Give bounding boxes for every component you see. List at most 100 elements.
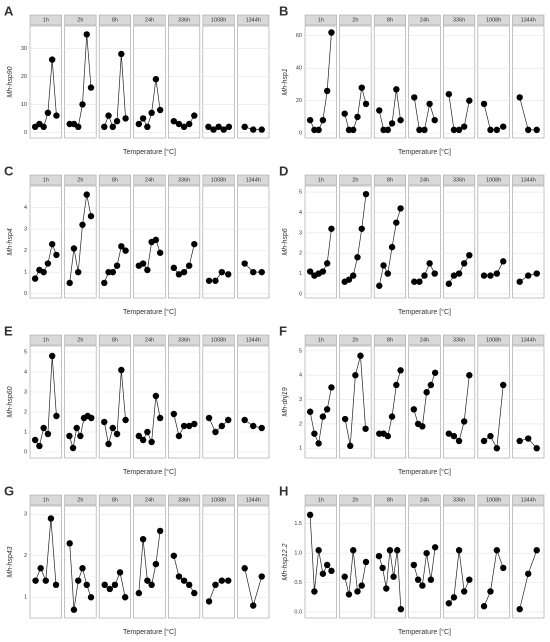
facet-label: 2h bbox=[77, 497, 83, 503]
data-point bbox=[185, 120, 193, 128]
data-point bbox=[319, 570, 327, 577]
data-point bbox=[419, 423, 426, 430]
data-point bbox=[323, 406, 331, 413]
y-tick-label: 4 bbox=[299, 373, 302, 379]
data-point bbox=[175, 120, 183, 128]
y-tick-label: 1.5 bbox=[294, 521, 302, 527]
data-point bbox=[341, 415, 349, 423]
facet-panel bbox=[98, 345, 131, 459]
data-point bbox=[426, 260, 433, 267]
data-point bbox=[241, 123, 248, 130]
data-point bbox=[421, 126, 428, 134]
y-tick-label: 3 bbox=[24, 389, 27, 395]
facet-label: 1h bbox=[318, 497, 324, 503]
data-point bbox=[66, 279, 73, 287]
data-point bbox=[525, 570, 532, 577]
data-point bbox=[250, 126, 257, 133]
data-point bbox=[362, 100, 370, 108]
y-axis-title: Mh-hsp1 bbox=[282, 68, 289, 95]
data-point bbox=[225, 271, 232, 278]
data-point bbox=[180, 422, 188, 430]
data-point bbox=[66, 540, 73, 547]
x-axis-title: Temperature [°C] bbox=[123, 628, 176, 636]
data-point bbox=[500, 381, 507, 389]
data-point bbox=[258, 126, 265, 133]
facet-strip bbox=[304, 334, 337, 346]
facet-panel bbox=[64, 345, 97, 459]
y-tick-label: 2 bbox=[24, 553, 27, 559]
data-point bbox=[52, 581, 60, 589]
data-point bbox=[139, 115, 147, 122]
facet-label: 24h bbox=[145, 337, 154, 343]
facet-strip bbox=[304, 14, 337, 26]
y-tick-label: 2 bbox=[24, 409, 27, 415]
data-point bbox=[83, 191, 90, 198]
data-point bbox=[218, 577, 226, 584]
data-point bbox=[139, 436, 147, 444]
panel: C Mh-hsp4 Temperature [°C] 0 1 2 3 4 1h 2h 8h 24h 33… bbox=[4, 163, 270, 316]
facet-strip bbox=[373, 14, 406, 26]
y-tick-label: 4 bbox=[24, 205, 27, 211]
data-point bbox=[376, 107, 383, 114]
panel-letter: H bbox=[279, 483, 288, 498]
data-point bbox=[354, 588, 361, 595]
facet-strip bbox=[443, 174, 476, 186]
data-point bbox=[205, 598, 213, 605]
data-point bbox=[180, 577, 188, 584]
data-point bbox=[493, 270, 501, 277]
data-point bbox=[345, 276, 353, 283]
facet-label: 1008h bbox=[211, 337, 226, 343]
facet-label: 8h bbox=[387, 337, 393, 343]
data-point bbox=[191, 589, 198, 597]
y-tick-label: 5 bbox=[299, 348, 302, 354]
data-point bbox=[170, 264, 178, 272]
panel: D Mh-hsp6 Temperature [°C] 0 1 2 3 4 5 1h 2h 8h 24h 3… bbox=[279, 163, 545, 316]
panel-letter: G bbox=[4, 483, 14, 498]
facet-label: 336h bbox=[178, 337, 190, 343]
data-point bbox=[487, 432, 494, 440]
data-point bbox=[450, 432, 458, 440]
data-point bbox=[460, 418, 468, 425]
data-point bbox=[258, 424, 265, 432]
facet-label: 1344h bbox=[246, 337, 261, 343]
data-point bbox=[69, 444, 77, 452]
facet-panel bbox=[304, 185, 337, 299]
y-tick-label: 1 bbox=[24, 270, 27, 276]
facet-strip bbox=[237, 14, 270, 26]
facet-panel bbox=[237, 25, 270, 139]
data-point bbox=[358, 582, 365, 589]
data-point bbox=[40, 268, 47, 276]
facet-panel bbox=[477, 505, 510, 619]
facet-label: 336h bbox=[453, 497, 465, 503]
data-point bbox=[352, 372, 359, 379]
facet-strip bbox=[512, 174, 545, 186]
data-point bbox=[533, 270, 540, 277]
facet-label: 24h bbox=[420, 497, 429, 503]
data-point bbox=[383, 585, 390, 592]
data-point bbox=[455, 547, 463, 554]
y-tick-label: 0.0 bbox=[294, 610, 302, 616]
data-point bbox=[212, 277, 219, 284]
data-point bbox=[250, 268, 257, 276]
data-point bbox=[122, 115, 129, 122]
data-point bbox=[40, 123, 47, 130]
data-point bbox=[105, 440, 112, 448]
facet-label: 24h bbox=[145, 497, 154, 503]
data-point bbox=[362, 558, 370, 566]
data-point bbox=[455, 270, 463, 277]
data-point bbox=[83, 31, 90, 38]
facet-label: 2h bbox=[77, 337, 83, 343]
data-point bbox=[358, 225, 365, 232]
data-point bbox=[410, 406, 418, 413]
facet-strip bbox=[408, 174, 441, 186]
facet-strip bbox=[477, 14, 510, 26]
data-point bbox=[493, 126, 501, 134]
data-point bbox=[516, 278, 523, 285]
facet-panel bbox=[64, 505, 97, 619]
data-point bbox=[416, 126, 423, 134]
series-line bbox=[378, 89, 401, 131]
y-axis-title: Mh-hsp12.2 bbox=[282, 543, 289, 580]
facet-panel bbox=[443, 185, 476, 299]
data-point bbox=[175, 271, 183, 278]
